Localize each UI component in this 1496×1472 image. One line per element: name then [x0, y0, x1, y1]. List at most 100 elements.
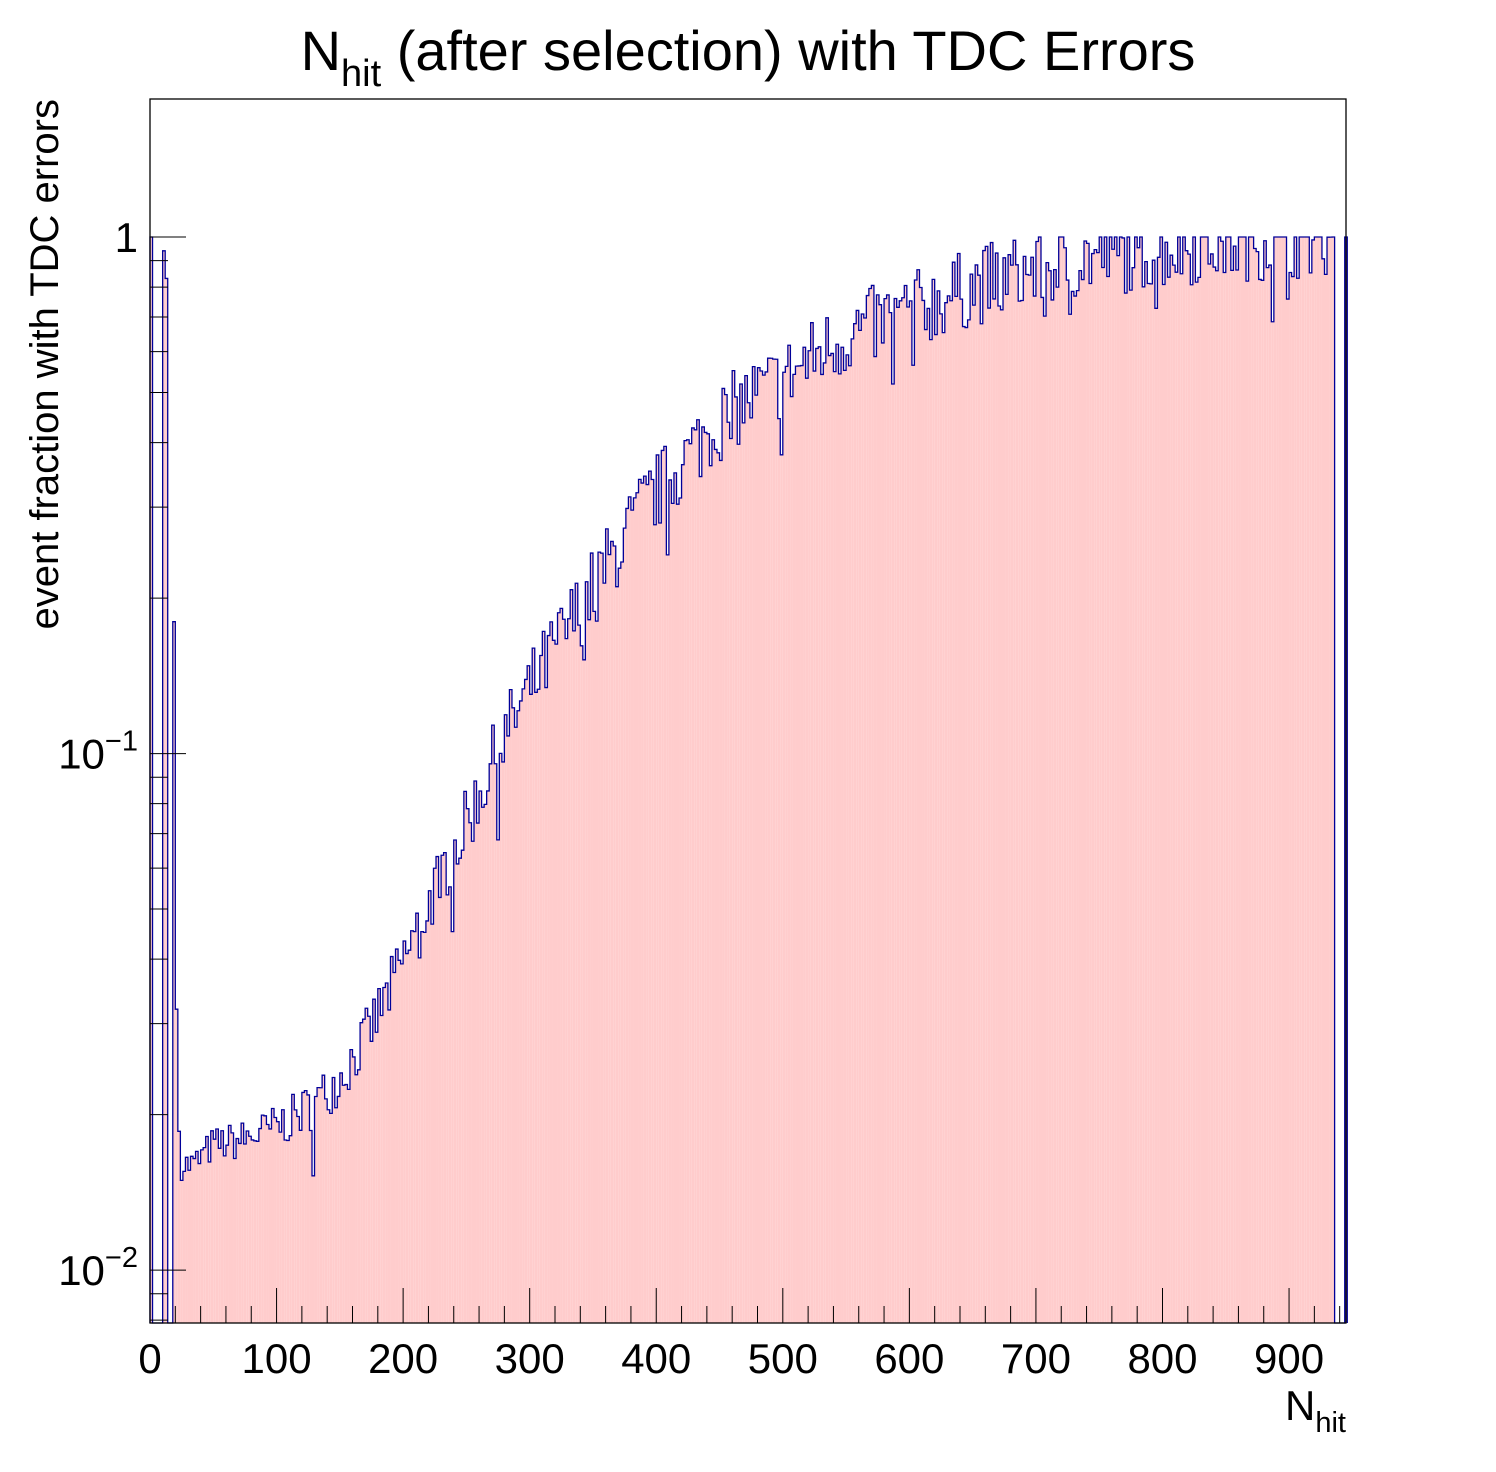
histogram-bar [843, 370, 847, 1323]
histogram-bar [195, 1151, 199, 1323]
histogram-bar [848, 365, 852, 1323]
histogram-bar [1038, 237, 1041, 1323]
histogram-bar [1215, 270, 1219, 1324]
histogram-bar [565, 638, 568, 1323]
y-axis: 10−2 10−1 1 [58, 214, 186, 1321]
histogram-bar [749, 417, 753, 1323]
histogram-bar [729, 438, 733, 1323]
histogram-bar [1172, 265, 1176, 1323]
histogram-bar [263, 1115, 267, 1323]
histogram-bar [294, 1109, 297, 1323]
histogram-bar [782, 372, 786, 1323]
histogram-bar [716, 452, 720, 1324]
histogram-bar [372, 999, 376, 1323]
x-tick-label: 600 [874, 1335, 944, 1382]
histogram-bar [709, 465, 712, 1323]
histogram-bar [924, 329, 928, 1323]
histogram-bar [198, 1163, 201, 1323]
histogram-bar [861, 314, 864, 1324]
histogram-bar [1025, 274, 1029, 1324]
histogram-bar [506, 735, 510, 1323]
histogram-bar [635, 492, 639, 1323]
histogram-bar [803, 347, 806, 1323]
histogram-bar [185, 1157, 188, 1323]
histogram-bar [1094, 249, 1097, 1324]
histogram-bar [339, 1072, 343, 1323]
histogram-bar [894, 298, 897, 1323]
histogram-bar [962, 326, 966, 1323]
histogram-bar [534, 692, 538, 1323]
histogram-bar [1165, 242, 1168, 1324]
histogram-bar [1046, 262, 1049, 1324]
histogram-bar [889, 312, 892, 1323]
histogram-bar [355, 1074, 358, 1323]
histogram-bar [891, 384, 895, 1323]
histogram-bar [1289, 272, 1292, 1323]
histogram-bar [1246, 281, 1249, 1323]
histogram-bar [1162, 284, 1166, 1324]
histogram-bar [428, 890, 431, 1323]
histogram-bar [458, 858, 462, 1323]
x-tick-label: 300 [495, 1335, 565, 1382]
histogram-bars [150, 237, 1348, 1324]
histogram-bar [484, 804, 487, 1323]
histogram-bar [392, 972, 396, 1323]
histogram-bar [332, 1077, 335, 1323]
histogram-bar [744, 375, 748, 1324]
histogram-bar [261, 1115, 264, 1323]
x-tick-label: 800 [1127, 1335, 1197, 1382]
histogram-bar [1127, 237, 1130, 1323]
histogram-bar [190, 1156, 194, 1323]
histogram-bar [972, 305, 976, 1323]
histogram-bar [246, 1131, 249, 1323]
histogram-bar [291, 1094, 295, 1323]
histogram-bar [737, 444, 740, 1323]
histogram-bar [1013, 240, 1016, 1323]
x-tick-label: 100 [242, 1335, 312, 1382]
histogram-bar [1256, 251, 1259, 1323]
histogram-bar [1192, 237, 1196, 1323]
histogram-bar [514, 727, 518, 1323]
histogram-bar [309, 1130, 312, 1323]
histogram-bar [939, 313, 943, 1323]
histogram-bar [643, 476, 647, 1323]
histogram-bar [752, 366, 755, 1323]
histogram-bar [1061, 237, 1064, 1323]
histogram-bar [846, 354, 849, 1323]
histogram-bar [1116, 255, 1120, 1324]
histogram-bar [1261, 280, 1264, 1324]
y-tick-label: 10−2 [58, 1242, 138, 1294]
histogram-bar [395, 949, 399, 1323]
histogram-bar [1119, 237, 1122, 1323]
histogram-bar [385, 982, 388, 1323]
histogram-bar [838, 373, 842, 1323]
histogram-bar [1190, 284, 1193, 1323]
histogram-bar [997, 305, 1001, 1324]
histogram-bar [554, 644, 558, 1323]
histogram-bar [876, 294, 879, 1323]
histogram-bar [150, 237, 153, 1323]
histogram-bar [1078, 270, 1082, 1323]
histogram-bar [1149, 283, 1153, 1323]
histogram-bar [1225, 237, 1229, 1323]
histogram-bar [1154, 308, 1158, 1323]
histogram-bar [304, 1090, 307, 1323]
histogram-bar [448, 886, 452, 1323]
histogram-bar [324, 1098, 328, 1323]
histogram-bar [403, 940, 406, 1323]
histogram-bar [911, 365, 915, 1323]
histogram-bar [377, 988, 381, 1323]
histogram-bar [1213, 267, 1216, 1324]
histogram-bar [1278, 237, 1282, 1323]
histogram-bar [1030, 257, 1034, 1323]
histogram-bar [193, 1158, 196, 1323]
histogram-bar [904, 285, 907, 1323]
histogram-bar [813, 371, 816, 1323]
histogram-bar [656, 454, 659, 1323]
histogram-bar [1240, 237, 1244, 1323]
histogram-bar [916, 269, 920, 1323]
histogram-bar [1271, 321, 1274, 1323]
histogram-bar [258, 1128, 262, 1323]
histogram-bar [815, 348, 819, 1323]
